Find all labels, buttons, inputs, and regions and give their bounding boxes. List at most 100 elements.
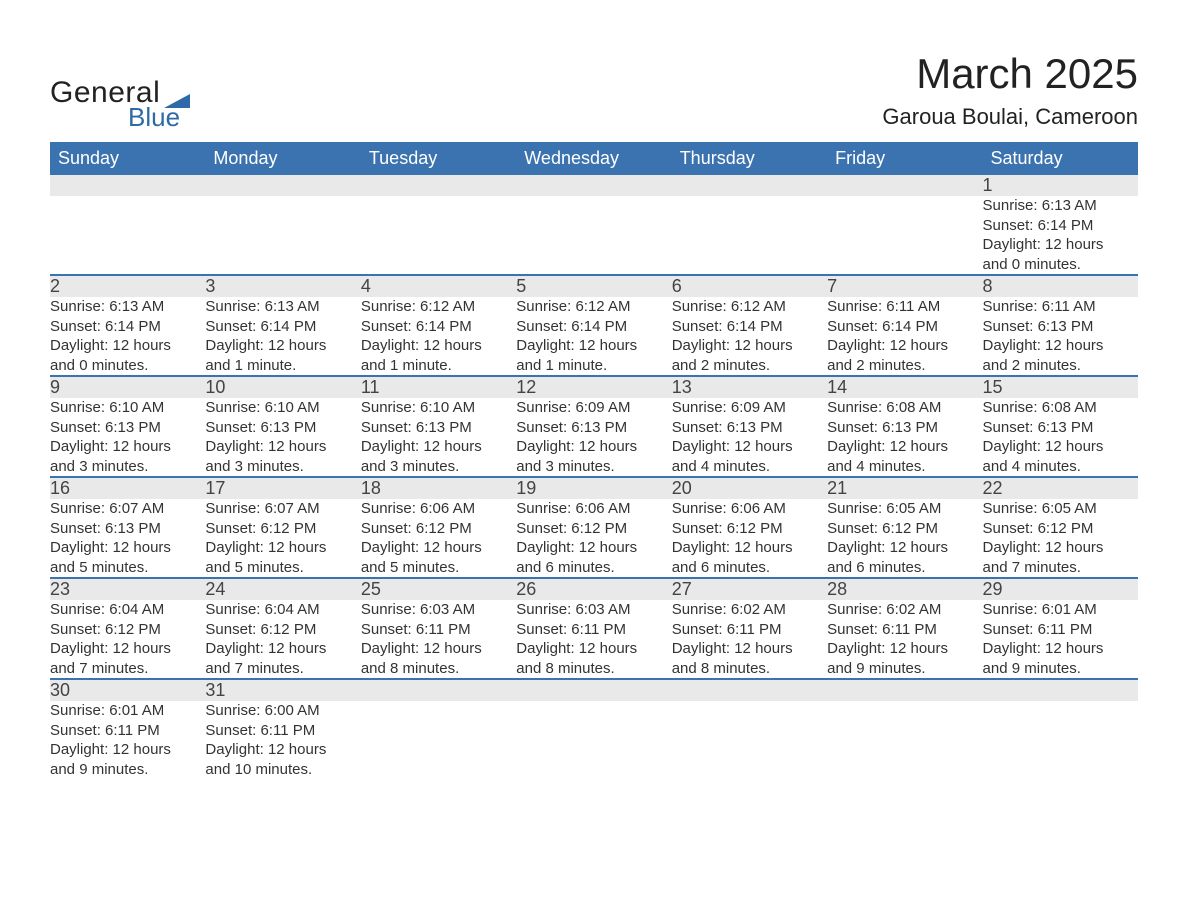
- day-number: 1: [983, 175, 993, 195]
- day-detail-cell: Sunrise: 6:05 AMSunset: 6:12 PMDaylight:…: [983, 499, 1138, 578]
- sunset-text: Sunset: 6:11 PM: [827, 620, 982, 640]
- day-number-cell: 22: [983, 477, 1138, 499]
- sunset-text: Sunset: 6:14 PM: [50, 317, 205, 337]
- daylight-text-2: and 4 minutes.: [672, 457, 827, 477]
- daylight-text-1: Daylight: 12 hours: [516, 538, 671, 558]
- day-detail-cell: Sunrise: 6:10 AMSunset: 6:13 PMDaylight:…: [50, 398, 205, 477]
- day-detail-cell: Sunrise: 6:13 AMSunset: 6:14 PMDaylight:…: [983, 196, 1138, 275]
- daylight-text-1: Daylight: 12 hours: [50, 740, 205, 760]
- sunset-text: Sunset: 6:13 PM: [516, 418, 671, 438]
- day-number-cell: 5: [516, 275, 671, 297]
- title-block: March 2025 Garoua Boulai, Cameroon: [882, 50, 1138, 130]
- sunset-text: Sunset: 6:12 PM: [205, 519, 360, 539]
- day-number: 8: [983, 276, 993, 296]
- sunset-text: Sunset: 6:14 PM: [361, 317, 516, 337]
- sunset-text: Sunset: 6:11 PM: [205, 721, 360, 741]
- daylight-text-2: and 1 minute.: [516, 356, 671, 376]
- day-number: 6: [672, 276, 682, 296]
- sunset-text: Sunset: 6:13 PM: [827, 418, 982, 438]
- sunrise-text: Sunrise: 6:10 AM: [50, 398, 205, 418]
- daylight-text-2: and 0 minutes.: [50, 356, 205, 376]
- logo: General Blue: [50, 78, 190, 130]
- sunrise-text: Sunrise: 6:08 AM: [827, 398, 982, 418]
- day-detail-cell: [516, 701, 671, 779]
- day-detail-row: Sunrise: 6:10 AMSunset: 6:13 PMDaylight:…: [50, 398, 1138, 477]
- day-number: 30: [50, 680, 70, 700]
- day-detail-cell: [516, 196, 671, 275]
- day-detail-cell: Sunrise: 6:09 AMSunset: 6:13 PMDaylight:…: [672, 398, 827, 477]
- sunset-text: Sunset: 6:13 PM: [50, 418, 205, 438]
- day-number-cell: 19: [516, 477, 671, 499]
- day-header: Saturday: [983, 142, 1138, 175]
- daylight-text-1: Daylight: 12 hours: [361, 639, 516, 659]
- daylight-text-1: Daylight: 12 hours: [205, 336, 360, 356]
- day-number-cell: 1: [983, 175, 1138, 196]
- day-detail-row: Sunrise: 6:13 AMSunset: 6:14 PMDaylight:…: [50, 196, 1138, 275]
- sunrise-text: Sunrise: 6:09 AM: [516, 398, 671, 418]
- day-number: 23: [50, 579, 70, 599]
- sunrise-text: Sunrise: 6:13 AM: [983, 196, 1138, 216]
- day-number-row: 30 31: [50, 679, 1138, 701]
- day-detail-cell: [672, 701, 827, 779]
- sunset-text: Sunset: 6:13 PM: [361, 418, 516, 438]
- day-header: Friday: [827, 142, 982, 175]
- daylight-text-2: and 6 minutes.: [672, 558, 827, 578]
- day-detail-cell: Sunrise: 6:06 AMSunset: 6:12 PMDaylight:…: [361, 499, 516, 578]
- day-detail-row: Sunrise: 6:04 AMSunset: 6:12 PMDaylight:…: [50, 600, 1138, 679]
- day-number-cell: [205, 175, 360, 196]
- day-number-cell: 12: [516, 376, 671, 398]
- daylight-text-2: and 5 minutes.: [361, 558, 516, 578]
- day-number-cell: 20: [672, 477, 827, 499]
- day-number: 24: [205, 579, 225, 599]
- daylight-text-2: and 9 minutes.: [827, 659, 982, 679]
- daylight-text-1: Daylight: 12 hours: [50, 639, 205, 659]
- day-detail-cell: [361, 196, 516, 275]
- day-number: 4: [361, 276, 371, 296]
- daylight-text-2: and 7 minutes.: [50, 659, 205, 679]
- sunrise-text: Sunrise: 6:06 AM: [516, 499, 671, 519]
- sunrise-text: Sunrise: 6:08 AM: [983, 398, 1138, 418]
- sunset-text: Sunset: 6:14 PM: [205, 317, 360, 337]
- daylight-text-2: and 6 minutes.: [516, 558, 671, 578]
- day-number-row: 16171819202122: [50, 477, 1138, 499]
- sunrise-text: Sunrise: 6:05 AM: [983, 499, 1138, 519]
- daylight-text-2: and 2 minutes.: [827, 356, 982, 376]
- daylight-text-2: and 1 minute.: [361, 356, 516, 376]
- sunset-text: Sunset: 6:12 PM: [361, 519, 516, 539]
- sunset-text: Sunset: 6:13 PM: [983, 317, 1138, 337]
- day-detail-cell: Sunrise: 6:07 AMSunset: 6:13 PMDaylight:…: [50, 499, 205, 578]
- sunrise-text: Sunrise: 6:10 AM: [205, 398, 360, 418]
- day-number: 5: [516, 276, 526, 296]
- day-detail-cell: [827, 701, 982, 779]
- sunset-text: Sunset: 6:11 PM: [672, 620, 827, 640]
- daylight-text-1: Daylight: 12 hours: [672, 437, 827, 457]
- daylight-text-2: and 6 minutes.: [827, 558, 982, 578]
- daylight-text-2: and 8 minutes.: [516, 659, 671, 679]
- sunset-text: Sunset: 6:12 PM: [672, 519, 827, 539]
- sunset-text: Sunset: 6:12 PM: [205, 620, 360, 640]
- sunrise-text: Sunrise: 6:10 AM: [361, 398, 516, 418]
- daylight-text-1: Daylight: 12 hours: [672, 336, 827, 356]
- header-region: General Blue March 2025 Garoua Boulai, C…: [50, 50, 1138, 130]
- day-detail-cell: Sunrise: 6:12 AMSunset: 6:14 PMDaylight:…: [516, 297, 671, 376]
- day-number-cell: 28: [827, 578, 982, 600]
- sunrise-text: Sunrise: 6:03 AM: [361, 600, 516, 620]
- day-number-cell: 24: [205, 578, 360, 600]
- day-number: 26: [516, 579, 536, 599]
- day-number-cell: 25: [361, 578, 516, 600]
- day-number-cell: 31: [205, 679, 360, 701]
- day-number-cell: 2: [50, 275, 205, 297]
- day-detail-cell: [983, 701, 1138, 779]
- day-number: 28: [827, 579, 847, 599]
- day-number: 14: [827, 377, 847, 397]
- daylight-text-1: Daylight: 12 hours: [361, 437, 516, 457]
- sunset-text: Sunset: 6:11 PM: [516, 620, 671, 640]
- daylight-text-1: Daylight: 12 hours: [516, 336, 671, 356]
- daylight-text-2: and 5 minutes.: [205, 558, 360, 578]
- day-detail-cell: [361, 701, 516, 779]
- daylight-text-2: and 0 minutes.: [983, 255, 1138, 275]
- daylight-text-1: Daylight: 12 hours: [827, 538, 982, 558]
- sunrise-text: Sunrise: 6:06 AM: [672, 499, 827, 519]
- day-number: 21: [827, 478, 847, 498]
- daylight-text-1: Daylight: 12 hours: [672, 538, 827, 558]
